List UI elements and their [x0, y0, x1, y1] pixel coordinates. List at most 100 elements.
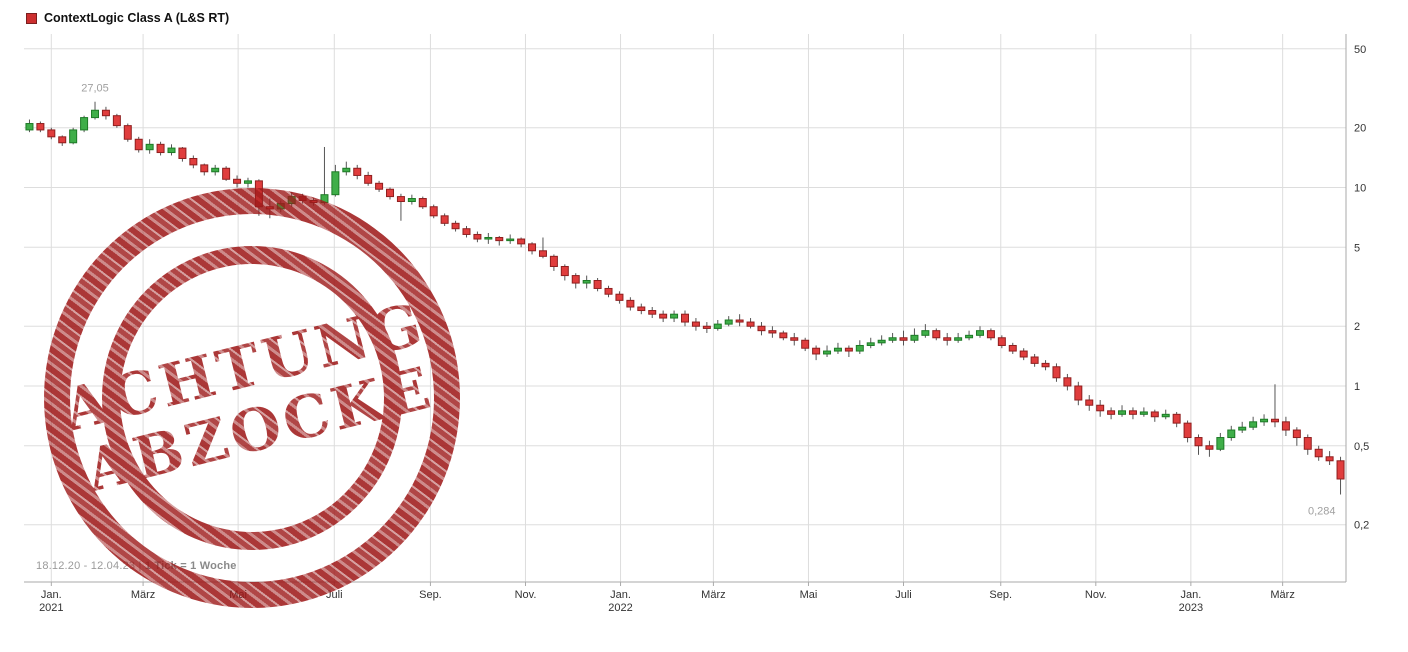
candle-down	[768, 330, 777, 334]
y-axis-label: 1	[1354, 381, 1360, 393]
candle-up	[670, 313, 679, 319]
candle-up	[91, 109, 100, 119]
candle-up	[276, 203, 285, 210]
candle-up	[921, 330, 930, 336]
candle-down	[997, 337, 1006, 346]
x-axis-label: Juli	[895, 589, 912, 601]
candle-down	[735, 319, 744, 323]
candle-up	[1161, 413, 1170, 418]
y-axis-label: 20	[1354, 123, 1366, 135]
candle-down	[36, 123, 45, 131]
candle-down	[265, 206, 274, 210]
y-axis-label: 50	[1354, 44, 1366, 56]
candle-down	[112, 115, 121, 127]
candle-down	[222, 167, 231, 180]
candle-up	[855, 344, 864, 352]
candle-up	[484, 236, 493, 240]
candle-down	[418, 198, 427, 208]
candle-down	[1303, 437, 1312, 450]
legend-color-icon	[26, 12, 37, 24]
y-axis-label: 2	[1354, 321, 1360, 333]
x-axis-label: Jan.	[41, 589, 62, 601]
candle-up	[866, 342, 875, 346]
candle-down	[233, 178, 242, 184]
candle-down	[101, 109, 110, 117]
low-price-label: 0,284	[1308, 506, 1336, 518]
chart-range-note: 18.12.20 - 12.04.23 | 1 Tick = 1 Woche	[36, 560, 237, 572]
y-axis-label: 0,2	[1354, 520, 1369, 532]
candle-down	[1019, 350, 1028, 358]
candle-up	[1118, 410, 1127, 415]
candle-down	[1063, 377, 1072, 387]
candle-down	[1052, 366, 1061, 379]
candle-down	[626, 299, 635, 308]
candle-down	[1096, 404, 1105, 412]
candle-down	[746, 321, 755, 327]
candle-up	[243, 180, 252, 184]
candle-down	[528, 243, 537, 252]
candle-down	[1041, 362, 1050, 368]
candle-down	[1281, 421, 1290, 431]
chart-header: ContextLogic Class A (L&S RT)	[26, 11, 229, 25]
candle-down	[899, 337, 908, 341]
candle-down	[790, 337, 799, 341]
candle-down	[812, 347, 821, 355]
candle-up	[877, 339, 886, 344]
x-axis-label: Nov.	[515, 589, 537, 601]
candle-down	[637, 306, 646, 312]
candle-down	[1292, 429, 1301, 439]
candle-down	[1128, 410, 1137, 415]
candle-down	[986, 330, 995, 339]
y-axis-label: 5	[1354, 242, 1360, 254]
x-axis-year-label: 2023	[1179, 602, 1203, 614]
candle-up	[1227, 429, 1236, 439]
candle-down	[615, 293, 624, 301]
x-axis-label: Jan.	[1180, 589, 1201, 601]
high-price-label: 27,05	[81, 83, 109, 95]
candle-up	[888, 337, 897, 341]
candle-down	[254, 180, 263, 208]
candle-up	[724, 319, 733, 325]
candle-down	[801, 339, 810, 349]
candle-down	[1183, 422, 1192, 439]
x-axis-label: Sep.	[419, 589, 442, 601]
candle-up	[954, 337, 963, 341]
candle-up	[975, 330, 984, 336]
candle-down	[1314, 448, 1323, 458]
candle-down	[396, 196, 405, 203]
candle-up	[1139, 411, 1148, 415]
candle-down	[681, 313, 689, 323]
x-axis-label: Sep.	[989, 589, 1012, 601]
candle-up	[582, 280, 591, 284]
candle-down	[309, 200, 318, 204]
candle-down	[571, 275, 580, 284]
x-axis-label: Nov.	[1085, 589, 1107, 601]
candle-down	[648, 310, 657, 315]
candle-up	[833, 347, 842, 352]
x-axis-year-label: 2021	[39, 602, 63, 614]
x-axis-label: März	[701, 589, 725, 601]
candle-down	[517, 238, 526, 245]
candle-down	[440, 215, 449, 224]
y-axis-label: 10	[1354, 183, 1366, 195]
candle-down	[134, 138, 143, 151]
candle-down	[932, 330, 941, 339]
candle-up	[145, 143, 154, 151]
candle-down	[353, 167, 362, 176]
candle-down	[462, 228, 471, 235]
candle-down	[189, 157, 198, 166]
candle-down	[1030, 356, 1039, 364]
candle-up	[713, 323, 722, 329]
candle-up	[965, 334, 974, 339]
candle-down	[593, 280, 602, 289]
candle-down	[1194, 437, 1203, 447]
candle-up	[506, 238, 515, 242]
candle-down	[538, 250, 547, 257]
candle-up	[1260, 418, 1269, 423]
candle-down	[1325, 456, 1334, 462]
x-axis-label: Jan.	[610, 589, 631, 601]
x-axis-label: Mai	[800, 589, 818, 601]
tick-interval-note: 1 Tick = 1 Woche	[144, 560, 237, 572]
candle-up	[320, 194, 329, 204]
